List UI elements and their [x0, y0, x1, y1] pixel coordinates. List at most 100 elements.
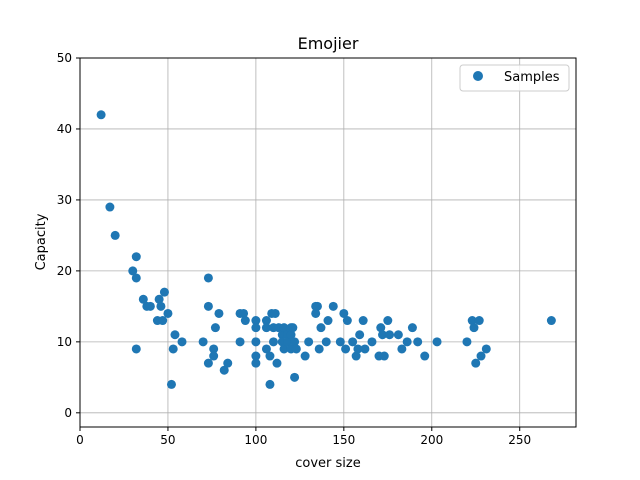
data-point	[467, 316, 477, 326]
data-point	[321, 337, 331, 347]
data-point	[203, 273, 213, 283]
y-axis-label: Capacity	[34, 213, 49, 270]
data-point	[476, 351, 486, 361]
plot-frame	[79, 57, 577, 428]
x-tick-label: 100	[244, 433, 267, 447]
data-point	[110, 230, 120, 240]
x-tick-label: 200	[420, 433, 443, 447]
x-tick-label: 50	[160, 433, 175, 447]
data-point	[159, 287, 169, 297]
x-tick-label: 0	[76, 433, 84, 447]
data-point	[469, 323, 479, 333]
data-point	[203, 301, 213, 311]
data-point	[268, 337, 278, 347]
data-point	[145, 301, 155, 311]
data-point	[283, 337, 293, 347]
data-point	[286, 330, 296, 340]
data-point	[311, 308, 321, 318]
data-point	[393, 330, 403, 340]
data-point	[166, 379, 176, 389]
data-point	[170, 330, 180, 340]
data-point	[168, 344, 178, 354]
data-point	[131, 344, 141, 354]
data-point	[265, 379, 275, 389]
data-point	[272, 358, 282, 368]
data-point	[432, 337, 442, 347]
data-point	[378, 330, 388, 340]
data-point	[328, 301, 338, 311]
data-point	[131, 273, 141, 283]
data-point	[288, 323, 298, 333]
data-point	[323, 316, 333, 326]
data-point	[223, 358, 233, 368]
x-tick-label: 250	[508, 433, 531, 447]
data-point	[251, 358, 261, 368]
data-point	[383, 316, 393, 326]
data-point	[209, 344, 219, 354]
data-point	[339, 308, 349, 318]
data-point	[351, 351, 361, 361]
data-point	[300, 351, 310, 361]
data-point	[314, 344, 324, 354]
y-tick-label: 40	[57, 122, 72, 136]
grid-lines	[79, 57, 576, 427]
data-point	[210, 323, 220, 333]
data-point	[251, 316, 261, 326]
data-point	[402, 337, 412, 347]
x-tick-label: 150	[332, 433, 355, 447]
data-point	[462, 337, 472, 347]
data-point	[360, 344, 370, 354]
y-axis-ticks: 0 10 20 30 40 50	[57, 51, 80, 420]
data-point	[312, 301, 322, 311]
data-point	[214, 308, 224, 318]
data-point	[265, 351, 275, 361]
data-point	[251, 351, 261, 361]
data-point	[290, 337, 300, 347]
data-point	[279, 323, 289, 333]
legend: Samples	[459, 64, 570, 92]
data-point	[235, 337, 245, 347]
data-point	[261, 316, 271, 326]
data-point	[481, 344, 491, 354]
data-point	[251, 323, 261, 333]
data-point	[385, 330, 395, 340]
y-tick-label: 50	[57, 51, 72, 65]
data-point	[209, 351, 219, 361]
y-tick-label: 0	[64, 406, 72, 420]
data-point	[379, 351, 389, 361]
data-point	[219, 365, 229, 375]
data-point	[413, 337, 423, 347]
data-point	[163, 308, 173, 318]
data-point	[420, 351, 430, 361]
data-point	[546, 316, 556, 326]
data-point	[131, 252, 141, 262]
y-tick-label: 30	[57, 193, 72, 207]
data-point	[290, 372, 300, 382]
y-tick-label: 20	[57, 264, 72, 278]
chart-title: Emojier	[298, 34, 359, 53]
data-point	[335, 337, 345, 347]
data-point	[471, 358, 481, 368]
data-point	[316, 323, 326, 333]
data-point	[397, 344, 407, 354]
legend-label: Samples	[504, 70, 560, 85]
data-point	[105, 202, 115, 212]
data-point	[304, 337, 314, 347]
data-points	[96, 110, 556, 389]
data-point	[177, 337, 187, 347]
data-point	[128, 266, 138, 276]
data-point	[291, 344, 301, 354]
data-point	[240, 316, 250, 326]
data-point	[239, 308, 249, 318]
data-point	[154, 294, 164, 304]
data-point	[156, 301, 166, 311]
data-point	[367, 337, 377, 347]
data-point	[355, 330, 365, 340]
data-point	[348, 337, 358, 347]
data-point	[203, 358, 213, 368]
y-tick-label: 10	[57, 335, 72, 349]
data-point	[251, 337, 261, 347]
data-point	[261, 344, 271, 354]
data-point	[376, 323, 386, 333]
